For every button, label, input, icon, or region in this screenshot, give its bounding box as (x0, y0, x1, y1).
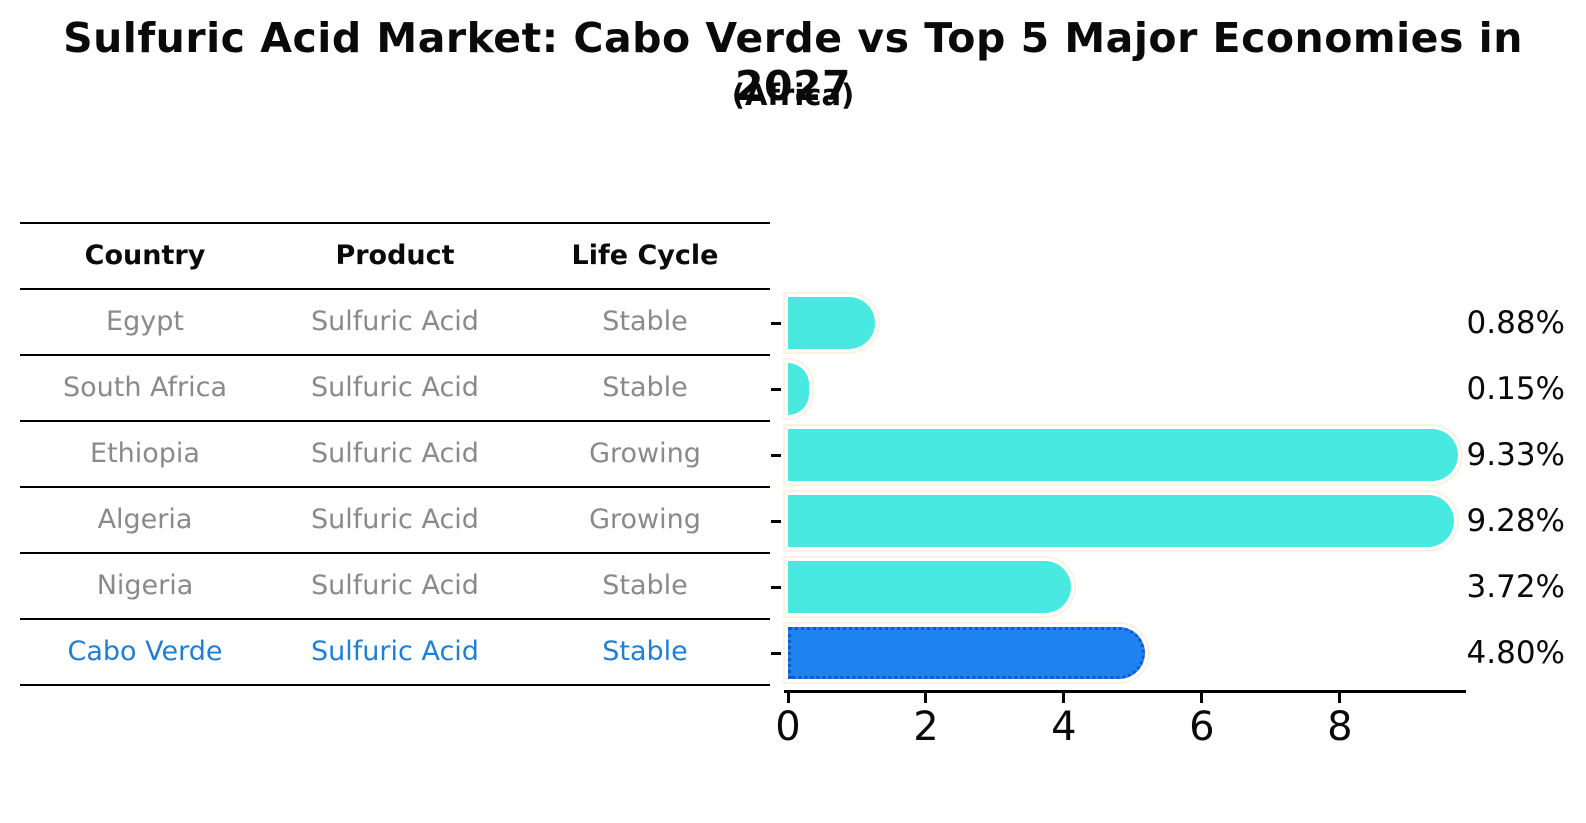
table-header-row: Country Product Life Cycle (20, 222, 770, 290)
country-cell: Ethiopia (90, 438, 200, 470)
x-tick-mark (786, 693, 790, 703)
y-tick-mark (771, 520, 781, 523)
country-cell: Nigeria (96, 570, 194, 602)
bar-row (788, 422, 1548, 488)
country-table: Country Product Life Cycle Egypt Sulfuric Ac… (20, 222, 770, 686)
table-row: South Africa Sulfuric Acid Stable (20, 356, 770, 422)
y-tick-row (771, 290, 785, 356)
y-tick-mark (771, 652, 781, 655)
life-cycle-cell: Stable (602, 306, 688, 338)
x-tick-mark (1338, 693, 1342, 703)
bar-value-label: 0.15% (1466, 371, 1565, 407)
bars-area (788, 290, 1548, 686)
bar-row (788, 620, 1548, 686)
y-axis-ticks (771, 290, 785, 686)
bar-value-label: 0.88% (1466, 305, 1565, 341)
y-tick-row (771, 488, 785, 554)
life-cycle-cell: Stable (602, 636, 688, 668)
country-cell: Algeria (97, 504, 193, 536)
country-cell: South Africa (62, 372, 228, 404)
bar (788, 495, 1455, 547)
table-row: Egypt Sulfuric Acid Stable (20, 290, 770, 356)
highlight-bar (788, 627, 1146, 679)
chart-title: Sulfuric Acid Market: Cabo Verde vs Top … (63, 14, 1523, 110)
life-cycle-cell: Stable (602, 372, 688, 404)
bar-value-label: 9.28% (1466, 503, 1565, 539)
x-tick-mark (924, 693, 928, 703)
x-tick-label: 2 (913, 704, 939, 750)
y-tick-row (771, 356, 785, 422)
product-cell: Sulfuric Acid (311, 372, 479, 404)
x-tick-label: 8 (1327, 704, 1353, 750)
x-tick-label: 4 (1051, 704, 1077, 750)
product-cell: Sulfuric Acid (311, 438, 479, 470)
bar-row (788, 356, 1548, 422)
x-tick-mark (1200, 693, 1204, 703)
table-header-cell: Life Cycle (571, 240, 719, 272)
bar-value-label: 9.33% (1466, 437, 1565, 473)
bar-value-label: 3.72% (1466, 569, 1565, 605)
y-tick-mark (771, 586, 781, 589)
bar (788, 561, 1071, 613)
value-labels: 0.88% 0.15% 9.33% 9.28% 3.72% 4.80% (1452, 290, 1565, 686)
life-cycle-cell: Growing (589, 438, 701, 470)
bar (788, 429, 1458, 481)
bar (788, 363, 809, 415)
table-row: Algeria Sulfuric Acid Growing (20, 488, 770, 554)
y-tick-mark (771, 454, 781, 457)
x-tick-label: 0 (775, 704, 801, 750)
bar-row (788, 290, 1548, 356)
bar-value-label: 4.80% (1466, 635, 1565, 671)
y-tick-row (771, 554, 785, 620)
y-tick-mark (771, 388, 781, 391)
y-tick-row (771, 620, 785, 686)
product-cell: Sulfuric Acid (311, 306, 479, 338)
y-tick-row (771, 422, 785, 488)
table-header-cell: Country (84, 240, 206, 272)
product-cell: Sulfuric Acid (311, 636, 479, 668)
bar-row (788, 488, 1548, 554)
x-tick-mark (1062, 693, 1066, 703)
country-cell: Cabo Verde (67, 636, 223, 668)
table-row: Ethiopia Sulfuric Acid Growing (20, 422, 770, 488)
table-header-cell: Product (335, 240, 455, 272)
table-row: Nigeria Sulfuric Acid Stable (20, 554, 770, 620)
bar (788, 297, 875, 349)
x-axis-line (784, 690, 1466, 693)
product-cell: Sulfuric Acid (311, 570, 479, 602)
x-tick-label: 6 (1189, 704, 1215, 750)
product-cell: Sulfuric Acid (311, 504, 479, 536)
country-cell: Egypt (106, 306, 184, 338)
bar-row (788, 554, 1548, 620)
table-row: Cabo Verde Sulfuric Acid Stable (20, 620, 770, 686)
y-tick-mark (771, 322, 781, 325)
chart-subtitle: (Africa) (731, 78, 855, 112)
life-cycle-cell: Stable (602, 570, 688, 602)
life-cycle-cell: Growing (589, 504, 701, 536)
